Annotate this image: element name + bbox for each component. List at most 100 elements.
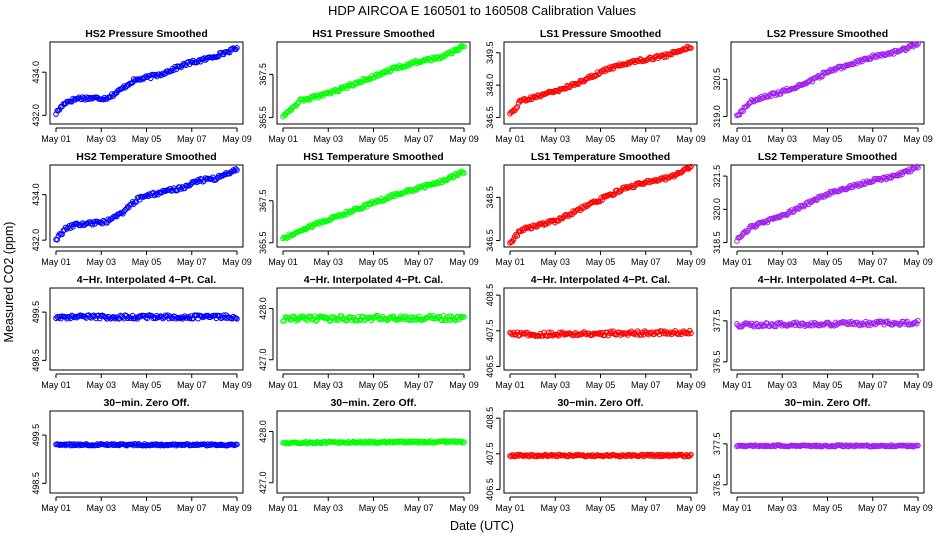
y-tick-label: 319.0 [712, 105, 722, 128]
data-point [688, 163, 694, 170]
data-point [688, 451, 694, 458]
x-tick-label: May 01 [41, 134, 71, 144]
data-point [809, 78, 816, 85]
data-point [895, 321, 902, 328]
data-point [737, 108, 744, 115]
data-point [288, 107, 295, 113]
x-tick-label: May 07 [858, 380, 888, 390]
plot-frame [503, 41, 698, 125]
data-point [166, 187, 172, 193]
x-tick-label: May 03 [767, 503, 797, 513]
x-tick-label: May 01 [41, 257, 71, 267]
data-series [507, 43, 694, 117]
data-point [232, 166, 239, 172]
y-tick-label: 499.5 [31, 424, 41, 447]
data-point [234, 45, 240, 51]
data-point [685, 330, 692, 337]
data-point [452, 46, 459, 52]
plot-frame [730, 287, 925, 371]
y-tick-label: 346.5 [485, 106, 495, 129]
x-tick-label: May 07 [858, 134, 888, 144]
data-point [743, 229, 750, 235]
y-tick-label: 499.5 [31, 301, 41, 324]
panel-12: 4−Hr. Interpolated 4−Pt. Cal. May 01 May 0… [712, 274, 933, 390]
data-series [734, 163, 921, 244]
data-point [513, 105, 519, 112]
data-point [377, 198, 383, 204]
x-tick-label: May 05 [586, 380, 616, 390]
panel-title: LS2 Temperature Smoothed [758, 151, 897, 163]
data-point [652, 176, 659, 183]
data-point [71, 441, 78, 447]
data-point [688, 45, 694, 51]
data-point [389, 439, 396, 446]
y-axis-label: Measured CO2 (ppm) [2, 222, 16, 343]
data-point [55, 107, 62, 114]
data-point [770, 216, 777, 222]
panel-1: HS2 Pressure Smoothed May 01 May 03 May 05 M… [31, 28, 252, 144]
x-tick-label: May 03 [540, 380, 570, 390]
data-point [666, 453, 672, 460]
data-point [75, 95, 81, 102]
data-point [814, 442, 820, 449]
data-point [860, 56, 867, 63]
x-tick-label: May 03 [313, 257, 343, 267]
data-point [387, 69, 393, 75]
plot-frame [503, 164, 698, 248]
x-tick-label: May 01 [722, 257, 752, 267]
data-point [749, 223, 756, 230]
data-point [822, 320, 829, 327]
x-tick-label: May 09 [449, 134, 479, 144]
x-tick-label: May 09 [676, 134, 706, 144]
data-point [72, 313, 79, 320]
x-tick-label: May 09 [676, 503, 706, 513]
data-point [661, 54, 668, 61]
data-point [884, 50, 891, 56]
y-tick-label: 377.5 [712, 433, 722, 456]
x-tick-label: May 05 [813, 134, 843, 144]
plot-frame [49, 287, 244, 371]
data-point [650, 452, 657, 458]
data-point [234, 441, 240, 448]
data-point [202, 175, 209, 181]
data-point [98, 313, 104, 319]
x-tick-label: May 07 [404, 134, 434, 144]
y-tick-label: 318.5 [712, 231, 722, 254]
y-tick-label: 348.5 [485, 186, 495, 209]
panel-grid: HS2 Pressure Smoothed May 01 May 03 May 05 M… [31, 28, 933, 513]
x-tick-label: May 01 [722, 134, 752, 144]
panel-title: LS1 Pressure Smoothed [540, 28, 661, 40]
plot-frame [276, 41, 471, 125]
data-point [589, 331, 596, 338]
x-tick-label: May 09 [222, 380, 252, 390]
data-point [913, 320, 920, 327]
data-point [234, 167, 240, 173]
x-tick-label: May 05 [813, 257, 843, 267]
data-point [453, 47, 460, 54]
data-point [89, 222, 96, 228]
x-tick-label: May 09 [222, 257, 252, 267]
x-tick-label: May 07 [858, 257, 888, 267]
x-tick-label: May 01 [268, 503, 298, 513]
data-point [394, 317, 400, 323]
panel-title: HS1 Pressure Smoothed [312, 28, 435, 40]
x-tick-label: May 09 [903, 380, 933, 390]
x-tick-label: May 07 [631, 257, 661, 267]
x-tick-label: May 03 [540, 503, 570, 513]
panel-10: 4−Hr. Interpolated 4−Pt. Cal. May 01 May 0… [258, 274, 479, 390]
data-point [646, 451, 653, 458]
x-tick-label: May 03 [767, 134, 797, 144]
data-point [890, 319, 897, 326]
panel-15: 30−min. Zero Off. May 01 May 03 May 05 May 0… [485, 397, 706, 513]
data-point [59, 231, 65, 238]
x-axis-label: Date (UTC) [450, 519, 514, 533]
data-series [507, 327, 694, 339]
data-point [220, 312, 227, 318]
data-series [734, 41, 921, 119]
x-tick-label: May 09 [903, 503, 933, 513]
data-point [810, 321, 817, 327]
plot-frame [730, 41, 925, 125]
y-tick-label: 406.5 [485, 478, 495, 501]
data-point [461, 44, 467, 50]
